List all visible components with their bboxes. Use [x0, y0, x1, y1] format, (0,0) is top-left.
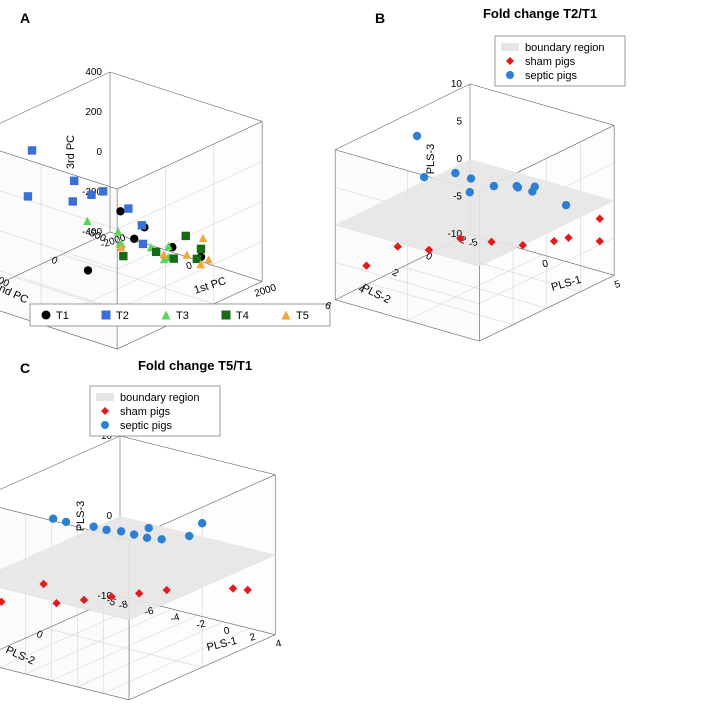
svg-text:0: 0: [106, 511, 112, 522]
data-point: [69, 197, 77, 205]
data-point: [145, 524, 153, 532]
svg-text:T3: T3: [176, 310, 189, 322]
data-point: [102, 526, 110, 534]
data-point: [170, 254, 178, 262]
svg-text:-5: -5: [453, 192, 462, 203]
data-point: [222, 311, 231, 320]
data-point: [413, 132, 421, 140]
svg-text:T2: T2: [116, 310, 129, 322]
svg-text:PLS-3: PLS-3: [425, 144, 437, 175]
svg-text:T4: T4: [236, 310, 249, 322]
svg-text:T1: T1: [56, 310, 69, 322]
svg-text:septic pigs: septic pigs: [525, 70, 577, 82]
data-point: [24, 192, 32, 200]
data-point: [70, 177, 78, 185]
figure-page: { "panelA": { "label": "A", "type": "sca…: [0, 0, 709, 705]
svg-text:3rd PC: 3rd PC: [65, 135, 77, 169]
data-point: [116, 207, 124, 215]
data-point: [506, 71, 514, 79]
data-point: [130, 530, 138, 538]
data-point: [138, 221, 146, 229]
data-point: [130, 235, 138, 243]
svg-text:400: 400: [85, 67, 102, 78]
svg-text:2000: 2000: [253, 282, 278, 299]
svg-text:sham pigs: sham pigs: [120, 406, 171, 418]
svg-text:0: 0: [456, 154, 462, 165]
panel-c-plot: -8-6-4-2024-505-10010PLS-1PLS-2PLS-3boun…: [20, 376, 370, 696]
svg-text:boundary region: boundary region: [120, 392, 200, 404]
data-point: [466, 188, 474, 196]
panel-b-title: Fold change T2/T1: [375, 6, 705, 21]
data-point: [531, 183, 539, 191]
data-point: [185, 532, 193, 540]
svg-text:septic pigs: septic pigs: [120, 420, 172, 432]
panel-c-title: Fold change T5/T1: [20, 358, 370, 373]
data-point: [157, 535, 165, 543]
data-point: [139, 240, 147, 248]
data-point: [28, 146, 36, 154]
panel-a-plot: -200002000-50005001000-400-20002004001st…: [20, 22, 360, 302]
svg-text:T5: T5: [296, 310, 309, 322]
panel-a: A -200002000-50005001000-400-20002004001…: [20, 10, 360, 330]
svg-text:0: 0: [96, 147, 102, 158]
data-point: [124, 204, 132, 212]
data-point: [101, 421, 109, 429]
data-point: [182, 232, 190, 240]
data-point: [99, 187, 107, 195]
data-point: [152, 248, 160, 256]
svg-text:-400: -400: [82, 227, 102, 238]
svg-text:10: 10: [451, 79, 463, 90]
data-point: [490, 182, 498, 190]
data-point: [84, 266, 92, 274]
data-point: [467, 174, 475, 182]
svg-text:200: 200: [85, 107, 102, 118]
panel-c: C Fold change T5/T1 -8-6-4-2024-505-1001…: [20, 360, 370, 700]
data-point: [42, 311, 51, 320]
data-point: [87, 191, 95, 199]
data-point: [62, 518, 70, 526]
svg-text:5: 5: [456, 117, 462, 128]
data-point: [143, 534, 151, 542]
svg-text:4: 4: [275, 638, 283, 650]
data-point: [117, 527, 125, 535]
data-point: [119, 252, 127, 260]
panel-b-plot: -505-20246-10-50510PLS-1PLS-2PLS-3bounda…: [375, 24, 705, 324]
data-point: [451, 169, 459, 177]
panel-a-legend: T1 T2 T3 T4 T5: [30, 302, 350, 332]
data-point: [513, 182, 521, 190]
svg-text:boundary region: boundary region: [525, 42, 605, 54]
data-point: [49, 514, 57, 522]
svg-text:5: 5: [613, 279, 622, 291]
data-point: [420, 173, 428, 181]
data-point: [198, 519, 206, 527]
data-point: [89, 522, 97, 530]
data-point: [102, 311, 111, 320]
data-point: [197, 245, 205, 253]
data-point: [562, 201, 570, 209]
panel-b: B Fold change T2/T1 -505-20246-10-50510P…: [375, 0, 705, 330]
svg-text:PLS-3: PLS-3: [75, 501, 87, 532]
svg-text:sham pigs: sham pigs: [525, 56, 576, 68]
